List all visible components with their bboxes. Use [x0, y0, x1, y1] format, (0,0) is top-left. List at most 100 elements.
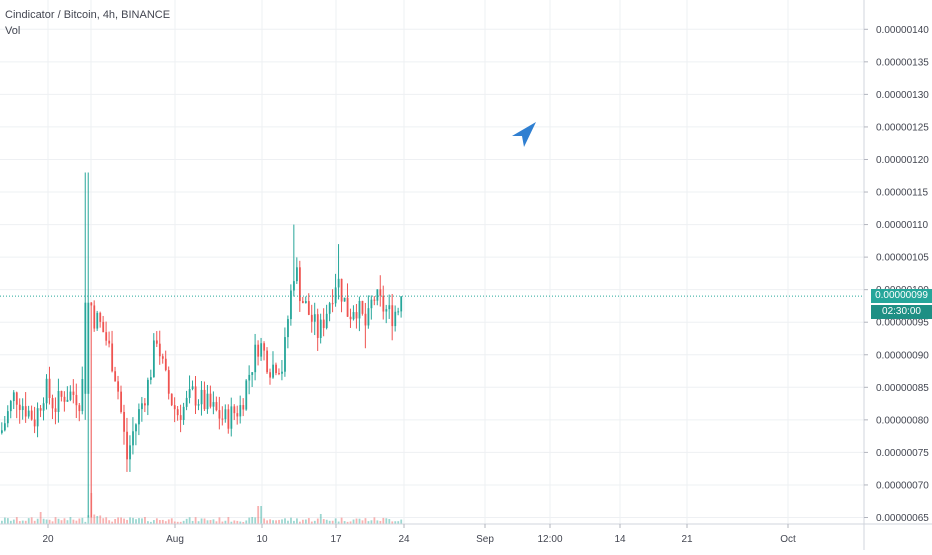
- volume-bar: [188, 517, 191, 524]
- candle-body: [260, 343, 263, 357]
- candle-body: [123, 411, 125, 432]
- volume-bar: [322, 519, 325, 524]
- volume-bar: [150, 521, 152, 524]
- candle-body: [63, 396, 66, 402]
- volume-bar: [1, 520, 3, 524]
- candle-body: [155, 340, 158, 344]
- volume-bar: [385, 518, 388, 524]
- volume-bar: [6, 518, 9, 524]
- candle-body: [269, 372, 271, 378]
- volume-bar: [161, 519, 164, 524]
- volume-bar: [316, 518, 319, 524]
- candle-body: [173, 405, 176, 410]
- volume-bar: [275, 520, 277, 524]
- price-tick-label: 0.00000105: [876, 253, 929, 264]
- candle-body: [164, 358, 167, 371]
- volume-bar: [132, 517, 134, 524]
- volume-bar: [209, 520, 212, 524]
- candle-body: [343, 297, 346, 302]
- candle-body: [197, 404, 200, 406]
- volume-bar: [293, 520, 295, 524]
- candle-body: [72, 391, 75, 395]
- candle-body: [120, 391, 122, 412]
- candle-body: [93, 305, 96, 329]
- volume-bar: [24, 520, 27, 524]
- volume-bar: [212, 519, 215, 524]
- candle-body: [301, 301, 304, 304]
- volume-bar: [129, 517, 131, 524]
- price-tick-label: 0.00000120: [876, 155, 929, 166]
- candle-body: [349, 316, 352, 320]
- volume-bar: [233, 520, 236, 524]
- chart-legend: Cindicator / Bitcoin, 4h, BINANCE Vol: [5, 7, 170, 39]
- candle-body: [391, 305, 394, 327]
- candle-body: [51, 398, 54, 409]
- candle-body: [272, 364, 274, 378]
- volume-bar: [173, 521, 176, 524]
- candle-body: [334, 287, 337, 304]
- candle-body: [397, 311, 400, 313]
- volume-bar: [272, 520, 274, 524]
- candle-body: [400, 296, 403, 312]
- candle-body: [293, 281, 295, 291]
- candle-body: [185, 397, 188, 407]
- volume-bar: [66, 520, 69, 524]
- price-tick-label: 0.00000135: [876, 57, 929, 68]
- candle-body: [376, 289, 379, 301]
- volume-bar: [176, 521, 179, 524]
- volume-bar: [281, 519, 283, 524]
- volume-bar: [254, 517, 257, 524]
- volume-bar: [170, 518, 173, 524]
- candle-body: [367, 308, 370, 326]
- volume-bar: [54, 517, 57, 524]
- volume-bar: [105, 517, 108, 524]
- candle-body: [33, 419, 36, 427]
- candle-body: [141, 403, 143, 410]
- volume-bar: [108, 520, 111, 524]
- candle-body: [48, 378, 51, 399]
- time-axis[interactable]: 20 Aug 10 17 24 Sep 12:00 14 21 Oct: [42, 524, 796, 545]
- price-tick-label: 0.00000095: [876, 318, 929, 329]
- candle-body: [382, 295, 385, 312]
- volume-bar: [114, 518, 117, 524]
- candle-body: [170, 393, 173, 406]
- candle-body: [66, 399, 69, 402]
- volume-bar: [299, 521, 301, 524]
- volume-bar: [200, 518, 203, 524]
- candle-body: [6, 411, 9, 424]
- volume-bar: [197, 521, 200, 524]
- volume-bar: [224, 520, 227, 524]
- candle-body: [75, 394, 78, 406]
- volume-bar: [394, 521, 397, 524]
- volume-bar: [117, 517, 120, 524]
- candle-body: [322, 319, 325, 329]
- price-axis[interactable]: 0.00000065 0.00000070 0.00000075 0.00000080…: [864, 25, 929, 524]
- volume-bar: [397, 521, 400, 524]
- candle-body: [209, 393, 212, 407]
- candle-body: [60, 391, 63, 397]
- candle-body: [57, 391, 60, 412]
- candle-body: [69, 391, 72, 400]
- time-tick-label: Aug: [166, 534, 184, 545]
- volume-bar: [290, 517, 292, 524]
- candle-body: [337, 278, 340, 288]
- candle-body: [15, 392, 18, 405]
- volume-bar: [15, 517, 18, 524]
- candle-body: [257, 344, 260, 357]
- volume-bar: [215, 521, 218, 524]
- candle-body: [105, 332, 108, 341]
- candle-body: [90, 302, 93, 306]
- volume-bar: [328, 520, 331, 524]
- candle-body: [266, 350, 269, 373]
- volume-bar: [45, 519, 48, 524]
- volume-bar: [155, 518, 158, 524]
- volume-bar: [343, 521, 346, 524]
- candle-body: [328, 303, 331, 314]
- time-tick-label: 24: [398, 534, 410, 545]
- volume-bar: [287, 520, 289, 524]
- volume-bar: [346, 521, 349, 524]
- candle-body: [242, 405, 245, 410]
- volume-bar: [257, 506, 260, 524]
